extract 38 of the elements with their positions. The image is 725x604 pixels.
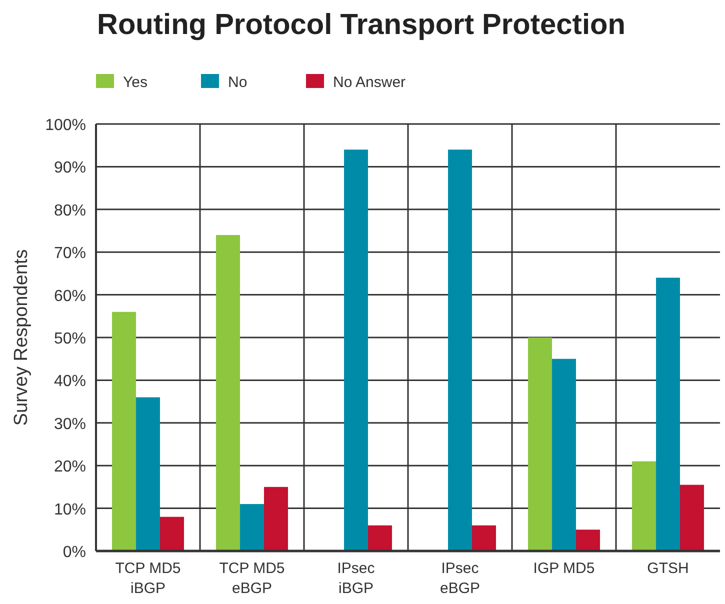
y-tick-label: 30%	[54, 416, 86, 433]
bar	[160, 516, 184, 551]
y-tick-label: 60%	[54, 288, 86, 305]
bar	[528, 338, 552, 551]
x-tick-label: TCP MD5 eBGP	[219, 560, 285, 597]
legend-label: Yes	[123, 74, 148, 91]
legend-label: No Answer	[333, 74, 406, 91]
y-tick-label: 0%	[62, 544, 86, 561]
bar	[448, 150, 472, 551]
bar	[264, 486, 288, 551]
y-tick-label: 90%	[54, 160, 86, 177]
bar	[656, 278, 680, 551]
legend-label: No	[228, 74, 248, 91]
x-tick-label: TCP MD5 iBGP	[115, 560, 181, 597]
bar	[344, 150, 368, 551]
y-tick-label: 100%	[45, 117, 86, 134]
x-tick-label: IPsec iBGP	[337, 560, 376, 597]
y-tick-label: 40%	[54, 373, 86, 390]
bar	[368, 525, 392, 551]
bar	[632, 461, 656, 551]
bar	[240, 504, 264, 551]
bar	[112, 312, 136, 551]
bar	[552, 358, 576, 551]
bar	[472, 525, 496, 551]
y-tick-label: 80%	[54, 202, 86, 220]
x-tick-label: IGP MD5	[533, 560, 595, 577]
chart-title: Routing Protocol Transport Protection	[97, 9, 626, 41]
x-tick-label: GTSH	[647, 560, 689, 577]
x-tick-label: IPsec eBGP	[440, 560, 480, 597]
y-axis-title: Survey Respondents	[11, 249, 32, 426]
bar	[680, 484, 704, 551]
bar	[216, 235, 240, 551]
y-tick-label: 20%	[54, 458, 86, 476]
y-tick-label: 70%	[54, 245, 86, 262]
y-tick-label: 50%	[54, 330, 86, 348]
bar	[576, 530, 600, 551]
bar	[136, 397, 160, 551]
y-tick-label: 10%	[54, 501, 86, 518]
